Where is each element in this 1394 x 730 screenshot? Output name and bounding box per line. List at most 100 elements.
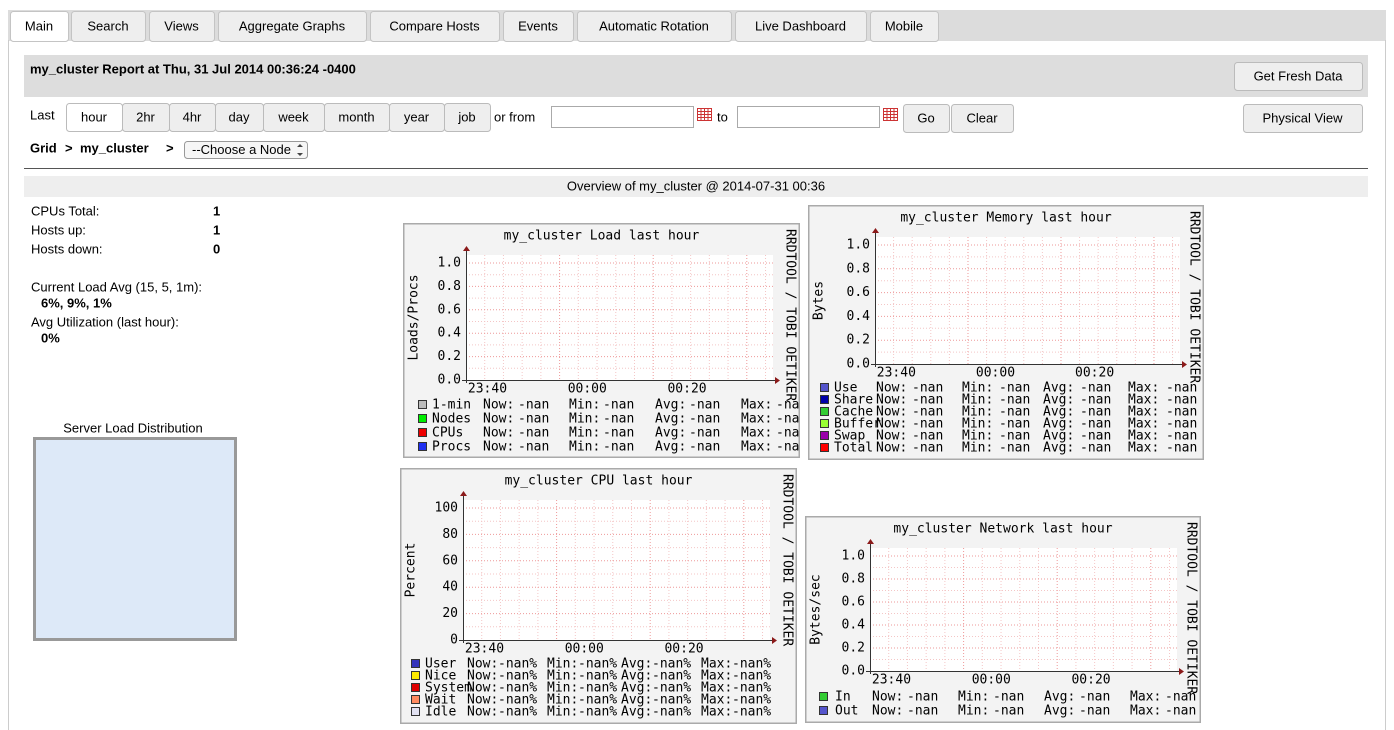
stat-value: 1 (213, 203, 220, 218)
legend-stat-label: Min: (962, 417, 993, 432)
legend-stat-value: -nan (912, 393, 943, 408)
range-option-label[interactable]: 2hr (136, 109, 155, 124)
range-option-label[interactable]: job (457, 109, 475, 124)
grid-link[interactable]: Grid (30, 140, 57, 155)
y-tick-label: 1.0 (842, 549, 865, 564)
legend-stat-value: -nan (1080, 381, 1111, 396)
legend-stat-value: -nan% (578, 693, 617, 708)
graph[interactable]: my_cluster Load last hour RRDTOOL / TOBI … (403, 223, 808, 458)
legend-name: Nice (425, 669, 456, 684)
legend-swatch (820, 419, 829, 428)
tab[interactable] (577, 11, 732, 42)
x-tick-label: 00:20 (1075, 366, 1114, 381)
tab[interactable] (735, 11, 867, 42)
range-option-label[interactable]: month (338, 109, 374, 124)
legend-stat-value: -nan (912, 405, 943, 420)
overview-bar (24, 176, 1368, 197)
legend-stat-value: -nan (689, 426, 720, 441)
legend-name: System (425, 681, 472, 696)
graph-watermark: RRDTOOL / TOBI OETIKER (1187, 211, 1202, 383)
legend-swatch (819, 706, 828, 715)
tab[interactable] (870, 11, 939, 42)
legend-stat-label: Max: (701, 657, 732, 672)
graph[interactable]: my_cluster Network last hour RRDTOOL / TO… (805, 516, 1201, 723)
y-tick-label: 40 (442, 580, 458, 595)
legend-stat-label: Now: (467, 705, 498, 720)
legend-stat-value: -nan (518, 426, 549, 441)
go-button[interactable] (903, 104, 950, 133)
legend-swatch (411, 695, 420, 704)
clear-button[interactable] (951, 104, 1014, 133)
y-tick-label: 0.0 (847, 357, 870, 372)
y-tick-label: 1.0 (847, 238, 870, 253)
tab-label[interactable]: Events (518, 18, 558, 33)
tab[interactable] (10, 11, 69, 42)
legend-name: Nodes (432, 412, 471, 427)
tab-label[interactable]: Aggregate Graphs (239, 18, 346, 33)
to-input[interactable] (737, 106, 880, 128)
tab[interactable] (149, 11, 215, 42)
range-option-label[interactable]: day (229, 109, 250, 124)
legend-stat-value: -nan (912, 429, 943, 444)
legend-stat-value: -nan (776, 398, 807, 413)
legend-stat-label: Min: (547, 693, 578, 708)
legend-name: Wait (425, 693, 456, 708)
legend-stat-value: -nan% (498, 693, 537, 708)
legend-stat-label: Max: (1128, 441, 1159, 456)
range-option[interactable] (444, 103, 491, 132)
legend-stat-label: Avg: (1044, 690, 1075, 705)
tab-label[interactable]: Compare Hosts (389, 18, 480, 33)
cluster-link[interactable]: my_cluster (80, 140, 149, 155)
from-input[interactable] (551, 106, 694, 128)
tab-label[interactable]: Main (25, 18, 53, 33)
physical-view-button[interactable] (1243, 104, 1363, 133)
go-button-label[interactable]: Go (917, 110, 934, 125)
node-select[interactable] (184, 141, 308, 159)
graph-watermark: RRDTOOL / TOBI OETIKER (780, 474, 795, 646)
graph[interactable]: my_cluster CPU last hour RRDTOOL / TOBI O… (400, 468, 797, 724)
tab-label[interactable]: Views (164, 18, 199, 33)
legend-stat-label: Max: (741, 412, 772, 427)
tab-label[interactable]: Automatic Rotation (599, 18, 709, 33)
legend-stat-label: Min: (547, 705, 578, 720)
y-tick-label: 60 (442, 553, 458, 568)
legend-name: Buffer (834, 417, 881, 432)
legend-stat-label: Now: (876, 405, 907, 420)
legend-stat-label: Max: (1128, 405, 1159, 420)
tab[interactable] (218, 11, 367, 42)
range-option-label[interactable]: hour (81, 109, 108, 124)
tab[interactable] (370, 11, 500, 42)
legend-name: Idle (425, 705, 456, 720)
y-tick-label: 0.2 (438, 349, 461, 364)
physical-view-button-label[interactable]: Physical View (1263, 110, 1344, 125)
tab-label[interactable]: Mobile (885, 18, 923, 33)
tab[interactable] (503, 11, 574, 42)
range-option-label[interactable]: 4hr (183, 109, 202, 124)
y-tick-label: 0.0 (438, 373, 461, 388)
legend-stat-label: Avg: (621, 693, 652, 708)
range-option-label[interactable]: week (277, 109, 309, 124)
tab[interactable] (71, 11, 146, 42)
tab-label[interactable]: Search (87, 18, 128, 33)
clear-button-label[interactable]: Clear (966, 110, 998, 125)
separator: > (65, 140, 73, 155)
legend-stat-label: Min: (569, 398, 600, 413)
plot-area (463, 500, 770, 640)
graph[interactable]: my_cluster Memory last hour RRDTOOL / TOB… (808, 205, 1204, 460)
legend-stat-value: -nan (689, 398, 720, 413)
legend-name: Total (834, 441, 873, 456)
legend-swatch (820, 407, 829, 416)
range-option-label[interactable]: year (404, 109, 430, 124)
fresh-data-button[interactable] (1234, 62, 1363, 91)
node-select-label[interactable]: --Choose a Node (192, 142, 291, 157)
legend-swatch (820, 443, 829, 452)
legend-stat-value: -nan% (732, 705, 771, 720)
fresh-data-button-label[interactable]: Get Fresh Data (1254, 68, 1344, 83)
y-tick-label: 0.8 (842, 572, 865, 587)
legend-stat-label: Max: (701, 669, 732, 684)
tab-label[interactable]: Live Dashboard (755, 18, 846, 33)
legend-name: User (425, 657, 456, 672)
legend-stat-value: -nan (1166, 441, 1197, 456)
legend-stat-value: -nan% (732, 681, 771, 696)
